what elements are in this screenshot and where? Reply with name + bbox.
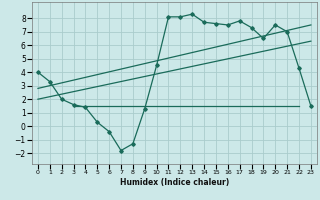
X-axis label: Humidex (Indice chaleur): Humidex (Indice chaleur) bbox=[120, 178, 229, 187]
